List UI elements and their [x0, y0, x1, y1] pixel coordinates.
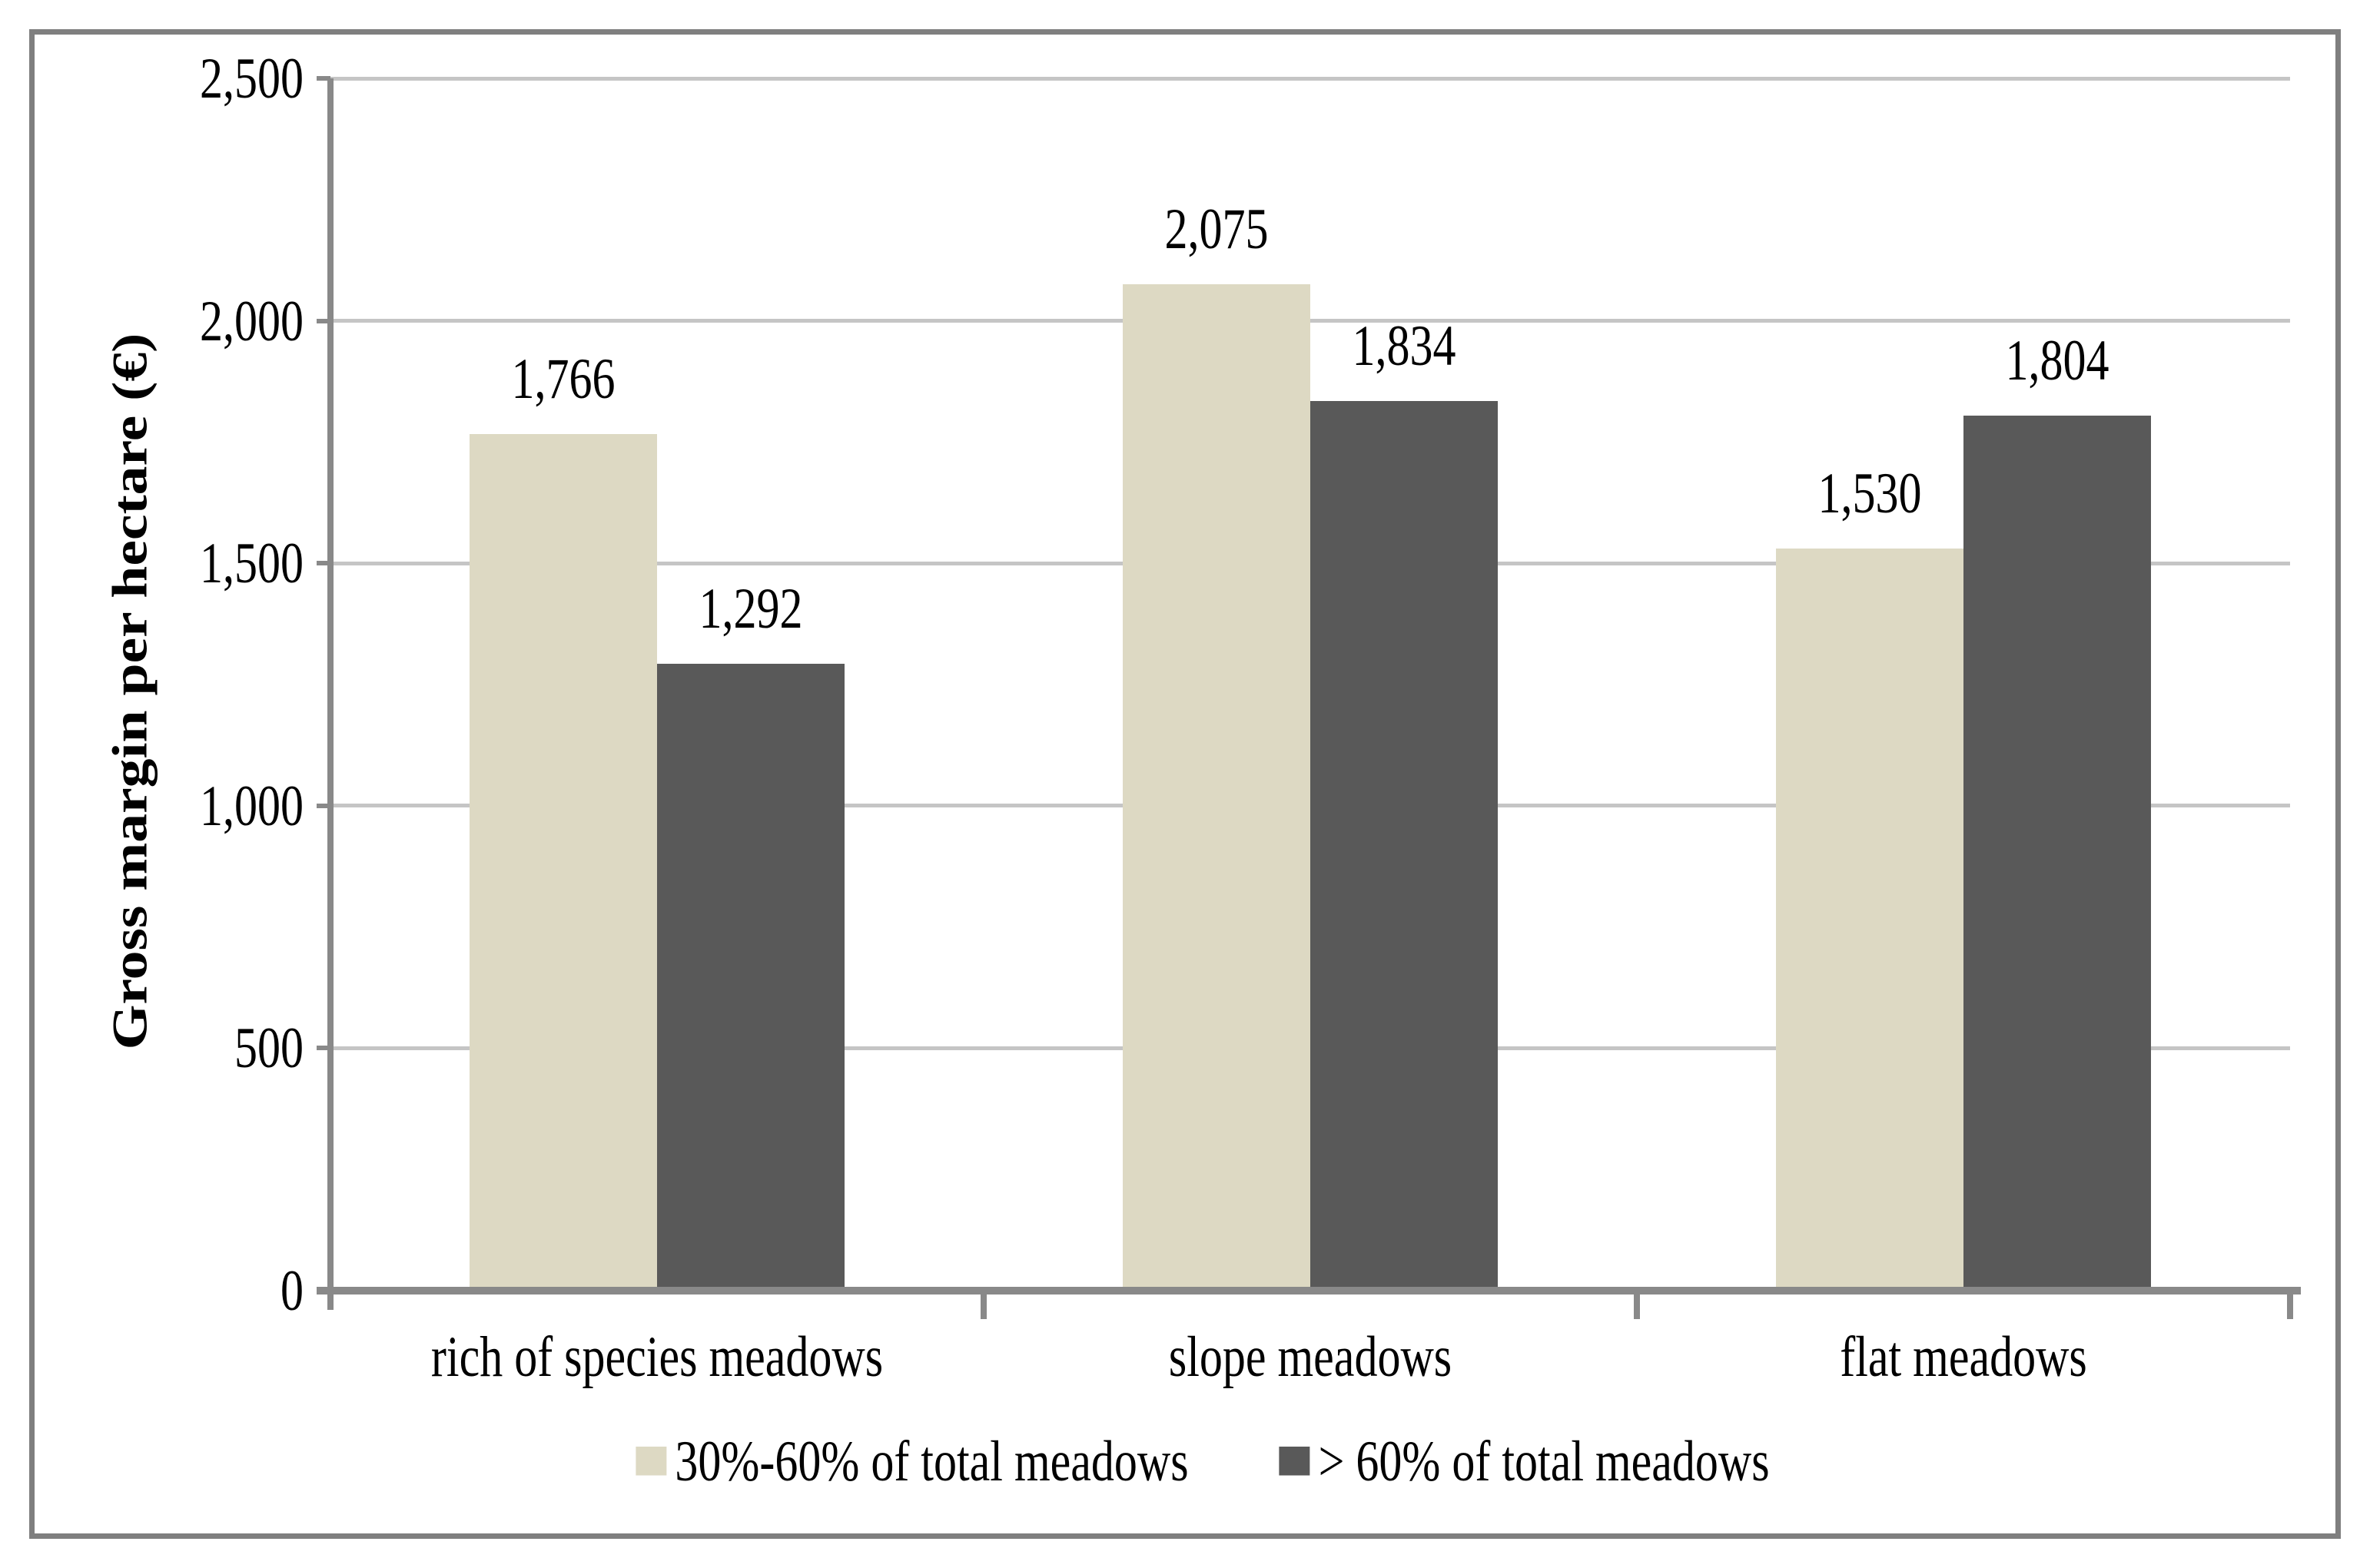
y-axis-tick	[317, 561, 330, 566]
y-axis-tick	[317, 318, 330, 323]
y-axis-tick	[317, 803, 330, 808]
y-axis-line	[327, 78, 334, 1310]
bar-value-label: 1,804	[2005, 329, 2109, 393]
y-axis-title: Gross margin per hectare (€)	[102, 333, 158, 1050]
legend-label: 30%-60% of total meadows	[675, 1429, 1189, 1493]
x-axis-tick	[981, 1287, 987, 1319]
legend-marker	[1279, 1447, 1310, 1476]
y-tick-label: 500	[234, 1016, 304, 1080]
legend-item: 30%-60% of total meadows	[636, 1427, 1189, 1495]
x-axis-line	[317, 1287, 2301, 1295]
bar-value-label: 1,530	[1817, 462, 1922, 525]
legend-item: > 60% of total meadows	[1279, 1427, 1770, 1495]
y-axis-tick	[317, 1046, 330, 1051]
bar-value-label: 1,766	[511, 347, 616, 411]
gridline	[330, 319, 2290, 323]
legend-label: > 60% of total meadows	[1318, 1429, 1770, 1493]
bar	[1963, 416, 2151, 1292]
x-axis-tick	[2287, 1287, 2293, 1319]
bar-value-label: 2,075	[1164, 197, 1269, 261]
x-category-label: flat meadows	[1840, 1324, 2087, 1389]
y-tick-label: 2,000	[200, 289, 304, 353]
gridline	[330, 76, 2290, 81]
bar-value-label: 1,834	[1352, 314, 1456, 378]
bar	[1776, 549, 1963, 1292]
y-tick-label: 0	[280, 1258, 304, 1323]
x-axis-tick	[1634, 1287, 1640, 1319]
bar	[1310, 401, 1498, 1292]
bar	[470, 434, 657, 1292]
y-axis-tick	[317, 76, 330, 81]
legend-marker	[636, 1447, 667, 1476]
y-tick-label: 1,500	[200, 531, 304, 595]
x-category-label: rich of species meadows	[430, 1324, 884, 1389]
bar	[657, 664, 845, 1292]
bar-value-label: 1,292	[699, 577, 803, 641]
legend: 30%-60% of total meadows > 60% of total m…	[636, 1427, 1770, 1495]
bar	[1123, 284, 1310, 1292]
y-tick-label: 2,500	[200, 46, 304, 111]
y-tick-label: 1,000	[200, 774, 304, 838]
x-category-label: slope meadows	[1168, 1324, 1452, 1389]
